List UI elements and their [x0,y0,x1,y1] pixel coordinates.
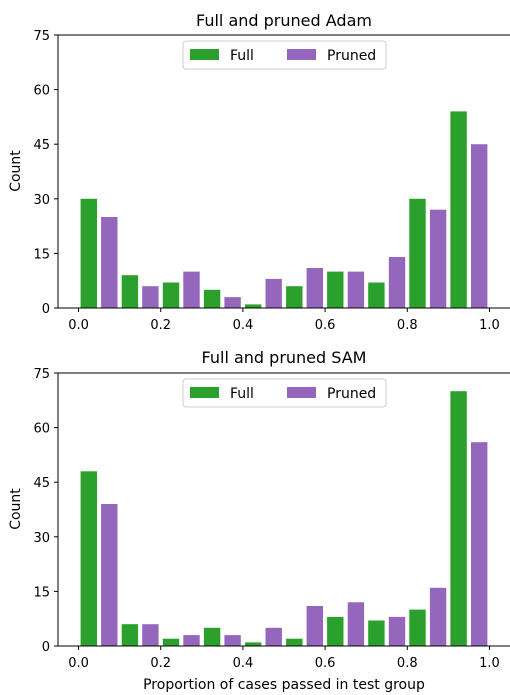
legend: Full Pruned [182,40,387,70]
legend-label-full: Full [230,386,254,402]
bar-full-5 [286,286,303,308]
legend-swatch-full [190,49,219,60]
bar-full-9 [450,391,467,646]
y-axis-label: Count [8,488,24,530]
bar-pruned-4 [265,627,282,646]
x-tick-label: 0.8 [397,656,418,671]
legend-label-pruned: Pruned [327,386,376,402]
y-tick-label: 60 [33,84,50,99]
y-tick-label: 15 [33,585,50,600]
legend-box [182,378,387,408]
y-tick-label: 45 [33,138,50,153]
x-tick-label: 1.0 [479,656,500,671]
x-tick-label: 0.6 [315,318,336,333]
x-tick-label: 0.4 [233,656,254,671]
bar-pruned-2 [183,271,200,308]
axes: 0 15 30 45 60 75 0.0 0.2 0.4 0.6 0.8 1.0 [33,29,510,333]
bar-full-1 [121,624,139,646]
chart-title: Full and pruned Adam [196,11,372,30]
bar-full-4 [245,642,262,646]
bar-pruned-2 [183,635,200,646]
y-tick-label: 15 [33,247,50,262]
bar-pruned-9 [471,442,488,646]
bar-full-8 [409,198,426,308]
bar-pruned-1 [142,286,159,308]
axes: 0 15 30 45 60 75 0.0 0.2 0.4 0.6 0.8 1.0 [33,367,510,671]
bar-full-6 [327,616,344,646]
bar-pruned-7 [388,257,406,308]
x-tick-label: 0.2 [150,318,171,333]
bar-full-8 [409,609,426,646]
bar-pruned-1 [142,624,159,646]
x-tick-label: 0.6 [315,656,336,671]
x-tick-label: 0.0 [68,656,89,671]
bars [80,391,488,646]
bar-pruned-0 [101,217,118,308]
y-tick-label: 0 [42,640,50,655]
bar-full-7 [368,620,385,646]
bar-full-2 [162,638,180,646]
bar-full-3 [203,627,221,646]
bar-full-0 [80,471,97,646]
y-tick-label: 75 [33,29,50,44]
bar-pruned-6 [347,602,365,646]
y-tick-label: 60 [33,422,50,437]
bar-full-5 [286,638,303,646]
legend-label-pruned: Pruned [327,48,376,64]
x-tick-label: 0.2 [150,656,171,671]
x-tick-label: 0.4 [233,318,254,333]
legend-box [182,40,387,70]
bar-pruned-9 [471,144,488,308]
bar-pruned-0 [101,504,118,646]
bar-pruned-3 [224,635,241,646]
bar-pruned-8 [429,587,447,646]
bar-pruned-5 [306,268,323,308]
bars [80,111,488,309]
x-tick-label: 0.8 [397,318,418,333]
x-tick-label: 1.0 [479,318,500,333]
bar-full-4 [245,304,262,308]
bar-full-7 [368,282,385,308]
y-tick-label: 30 [33,193,50,208]
bar-pruned-6 [347,271,365,308]
bar-full-0 [80,198,97,308]
bar-full-9 [450,111,467,309]
chart-panel-sam: Full and pruned SAM Count 0 15 30 45 60 75 0.0… [8,348,510,693]
y-tick-label: 75 [33,367,50,382]
bar-full-1 [121,275,139,308]
y-tick-label: 45 [33,476,50,491]
x-tick-label: 0.0 [68,318,89,333]
bar-full-2 [162,282,180,308]
bar-pruned-8 [429,209,447,308]
chart-title: Full and pruned SAM [202,348,367,367]
y-axis-label: Count [8,150,24,192]
bar-pruned-7 [388,616,406,646]
bar-full-6 [327,271,344,308]
bar-pruned-5 [306,606,323,646]
chart-panel-adam: Full and pruned Adam Count 0 15 30 45 60 75 0.… [8,11,510,333]
legend-swatch-full [190,387,219,398]
legend-swatch-pruned [287,387,316,398]
x-axis-label: Proportion of cases passed in test group [143,677,425,693]
legend: Full Pruned [182,378,387,408]
legend-swatch-pruned [287,49,316,60]
legend-label-full: Full [230,48,254,64]
y-tick-label: 30 [33,531,50,546]
bar-pruned-4 [265,278,282,308]
bar-pruned-3 [224,297,241,308]
bar-full-3 [203,289,221,308]
y-tick-label: 0 [42,302,50,317]
